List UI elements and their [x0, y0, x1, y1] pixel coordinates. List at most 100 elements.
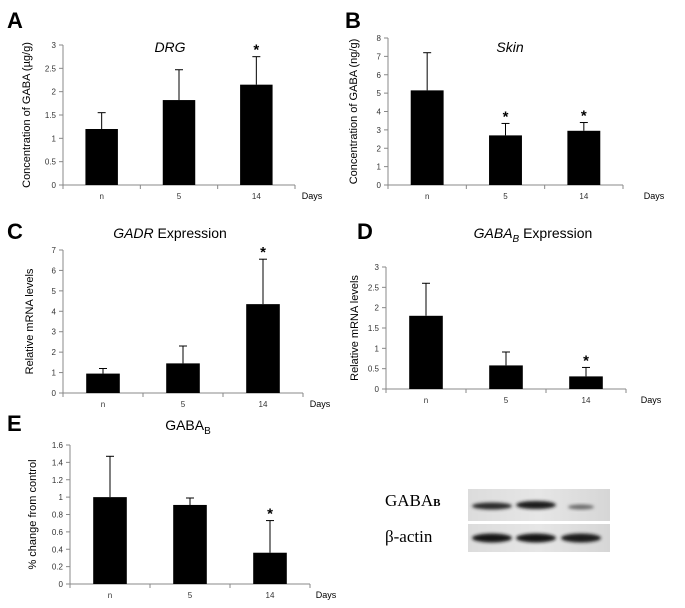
x-tick-label: 5: [188, 591, 193, 600]
y-tick-label: 1: [377, 163, 382, 172]
y-tick-label: 1.6: [52, 441, 64, 450]
western-blot: GABAB β-actin: [380, 485, 630, 557]
x-axis-label: Days: [641, 395, 662, 405]
y-tick-label: 1.2: [52, 476, 64, 485]
chart-title: GADR Expression: [113, 225, 227, 241]
x-tick-label: n: [425, 192, 429, 201]
y-tick-label: 0.6: [52, 528, 64, 537]
significance-asterisk: *: [260, 244, 266, 261]
chart-title: DRG: [154, 39, 185, 55]
chart-a-drg: DRG 0 0.5 1 1.5 2 2.5 3 Concentration of GABA (µ…: [21, 39, 323, 201]
y-axis-label: Relative mRNA levels: [349, 275, 361, 381]
chart-b-skin: Skin 0 1 2 3 4 5 6 7 8 Concentration of GABA (ng/g…: [348, 34, 665, 201]
panel-label-b: B: [345, 8, 361, 33]
y-tick-label: 6: [52, 266, 57, 275]
y-tick-label: 5: [52, 287, 57, 296]
y-tick-label: 1: [59, 493, 64, 502]
y-tick-label: 6: [377, 71, 382, 80]
y-tick-label: 1.5: [45, 111, 57, 120]
bar: [489, 135, 522, 185]
y-axis-label: % change from control: [27, 459, 39, 569]
x-tick-label: 14: [579, 192, 588, 201]
x-tick-label: 5: [504, 396, 509, 405]
y-tick-label: 1: [52, 134, 57, 143]
x-tick-label: n: [101, 400, 105, 409]
y-tick-label: 0: [52, 181, 57, 190]
bar: [166, 363, 200, 393]
chart-title: GABAB: [165, 417, 211, 437]
y-tick-label: 1.5: [368, 324, 380, 333]
bar: [409, 315, 443, 389]
significance-asterisk: *: [253, 42, 259, 59]
y-axis-label: Concentration of GABA (µg/g): [21, 42, 33, 188]
significance-asterisk: *: [267, 506, 273, 523]
y-tick-label: 0: [52, 389, 57, 398]
x-tick-label: 5: [181, 400, 186, 409]
y-tick-label: 0: [375, 385, 380, 394]
significance-asterisk: *: [503, 108, 509, 125]
y-tick-label: 0: [377, 181, 382, 190]
x-tick-label: 14: [252, 192, 261, 201]
bar: [569, 376, 603, 389]
chart-e-gabab-protein: GABAB 0 0.2 0.4 0.6 0.8 1 1.2 1.4 1.6 % change fro…: [27, 417, 337, 600]
y-tick-label: 0.8: [52, 511, 64, 520]
y-tick-label: 0: [59, 580, 64, 589]
blot-label-gabab: GABAB: [385, 491, 441, 510]
y-axis-label: Concentration of GABA (ng/g): [348, 39, 360, 185]
chart-c-gadr: GADR Expression 0 1 2 3 4 5 6 7 Relative mRNA lev…: [24, 225, 331, 409]
y-tick-label: 1.4: [52, 458, 64, 467]
x-axis-label: Days: [316, 590, 337, 600]
y-tick-label: 4: [52, 307, 57, 316]
bar: [567, 130, 601, 185]
y-tick-label: 2: [377, 144, 382, 153]
y-tick-label: 2: [52, 348, 57, 357]
y-tick-label: 1: [52, 369, 57, 378]
x-tick-label: n: [99, 192, 103, 201]
x-axis-label: Days: [644, 191, 665, 201]
y-tick-label: 3: [377, 126, 382, 135]
bar: [489, 365, 523, 389]
y-tick-label: 3: [52, 328, 57, 337]
y-tick-label: 3: [375, 263, 380, 272]
x-tick-label: 14: [266, 591, 275, 600]
bar: [410, 90, 444, 185]
x-axis-label: Days: [302, 191, 323, 201]
bar: [93, 497, 127, 584]
significance-asterisk: *: [583, 352, 589, 369]
x-tick-label: 14: [259, 400, 268, 409]
y-tick-label: 0.5: [45, 158, 57, 167]
y-tick-label: 2: [52, 88, 57, 97]
x-tick-label: n: [108, 591, 112, 600]
y-tick-label: 4: [377, 108, 382, 117]
bar: [246, 304, 280, 393]
bar: [253, 552, 287, 584]
y-tick-label: 1: [375, 344, 380, 353]
x-tick-label: 5: [177, 192, 182, 201]
y-tick-label: 3: [52, 41, 57, 50]
y-tick-label: 5: [377, 89, 382, 98]
chart-title: GABAB Expression: [474, 225, 593, 245]
y-tick-label: 2: [375, 304, 380, 313]
y-tick-label: 2.5: [45, 64, 57, 73]
bar: [240, 84, 273, 185]
x-tick-label: 14: [582, 396, 591, 405]
bar: [162, 100, 196, 185]
y-tick-label: 0.5: [368, 365, 380, 374]
y-tick-label: 7: [52, 246, 57, 255]
bar: [85, 129, 118, 185]
bar: [86, 373, 120, 393]
chart-d-gabab: GABAB Expression 0 0.5 1 1.5 2 2.5 3 Relative mR…: [349, 225, 662, 405]
panel-label-c: C: [7, 219, 23, 244]
panel-label-e: E: [7, 411, 22, 436]
y-tick-label: 0.4: [52, 545, 64, 554]
y-tick-label: 7: [377, 52, 382, 61]
panel-label-a: A: [7, 8, 23, 33]
y-tick-label: 0.2: [52, 563, 64, 572]
chart-title: Skin: [496, 39, 523, 55]
y-axis-label: Relative mRNA levels: [24, 268, 36, 374]
bar: [173, 504, 207, 584]
blot-label-actin: β-actin: [385, 527, 433, 546]
x-tick-label: n: [424, 396, 428, 405]
blot-image: [468, 489, 610, 552]
y-tick-label: 2.5: [368, 283, 380, 292]
